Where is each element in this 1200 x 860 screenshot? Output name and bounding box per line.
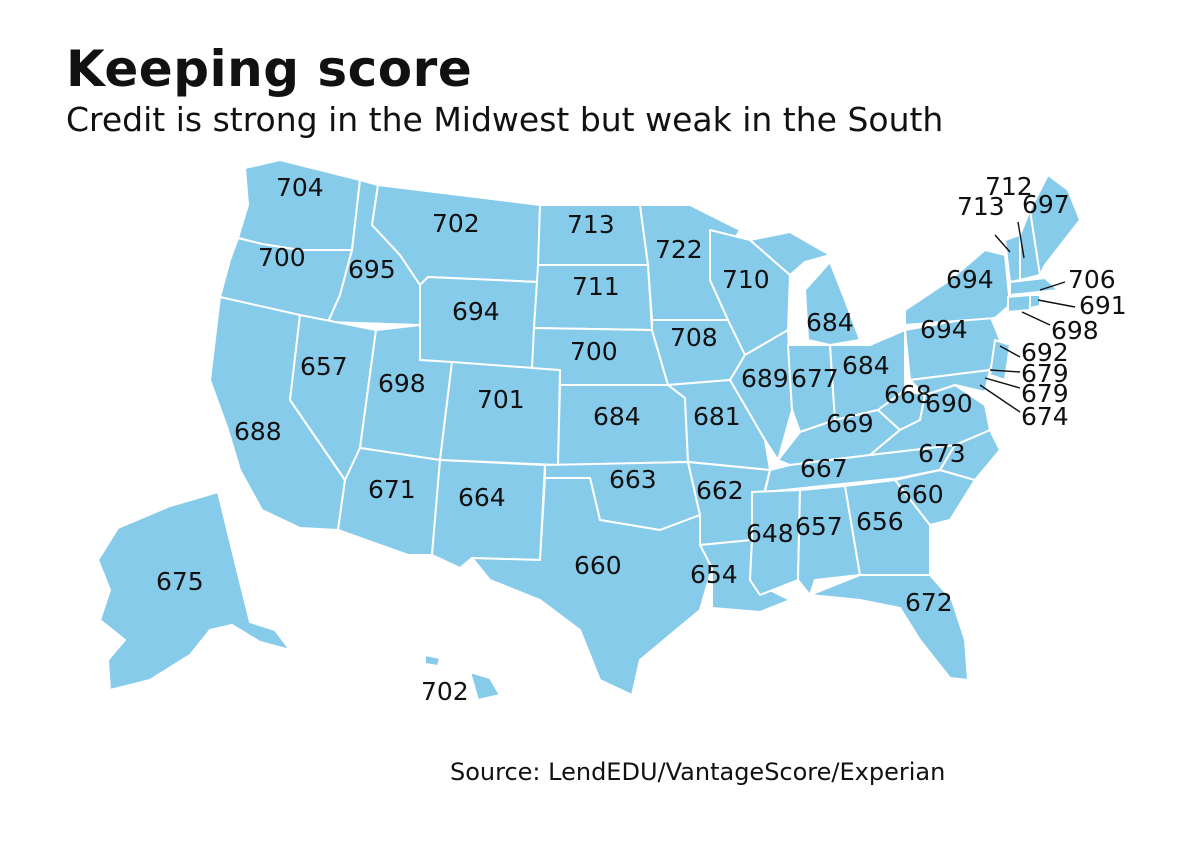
- state-hi-small: [424, 654, 441, 667]
- score-mn: 722: [655, 235, 703, 264]
- state-nc: [899, 429, 1001, 481]
- score-nc: 673: [918, 439, 966, 468]
- page-subtitle: Credit is strong in the Midwest but weak…: [66, 100, 944, 139]
- score-in: 677: [791, 364, 839, 393]
- score-mt: 702: [432, 209, 480, 238]
- state-nm: [431, 459, 546, 569]
- score-va: 690: [925, 389, 973, 418]
- state-ma: [1009, 277, 1059, 296]
- score-ia: 708: [670, 323, 718, 352]
- score-al: 657: [795, 512, 843, 541]
- score-ok: 663: [609, 465, 657, 494]
- leader-lines: [979, 221, 1076, 413]
- page-title: Keeping score: [66, 40, 473, 98]
- score-ar: 662: [696, 476, 744, 505]
- score-me: 697: [1022, 190, 1070, 219]
- score-ca: 688: [234, 417, 282, 446]
- score-labels: 704 700 695 702 713 722 710 711 694 700 …: [156, 172, 1127, 706]
- score-tx: 660: [574, 551, 622, 580]
- score-ks: 684: [593, 402, 641, 431]
- score-wv: 668: [884, 380, 932, 409]
- state-ny: [904, 249, 1011, 326]
- score-vt: 713: [957, 192, 1005, 221]
- score-co: 701: [477, 385, 525, 414]
- state-va: [869, 384, 991, 456]
- score-wi: 710: [722, 265, 770, 294]
- score-nj: 692: [1021, 338, 1069, 367]
- score-sd: 711: [572, 272, 620, 301]
- state-ak: [97, 491, 291, 691]
- score-ak: 675: [156, 567, 204, 596]
- state-mi: [804, 261, 861, 346]
- state-hi: [469, 671, 501, 701]
- score-or: 700: [258, 243, 306, 272]
- score-ma: 706: [1068, 265, 1116, 294]
- score-ne: 700: [570, 337, 618, 366]
- score-tn: 667: [800, 454, 848, 483]
- state-md: [909, 369, 991, 396]
- score-nm: 664: [458, 483, 506, 512]
- score-mo: 681: [693, 402, 741, 431]
- score-il: 689: [741, 364, 789, 393]
- score-ga: 656: [856, 507, 904, 536]
- score-sc: 660: [896, 480, 944, 509]
- score-ms: 648: [746, 519, 794, 548]
- state-shapes: [97, 159, 1081, 701]
- state-tx: [471, 477, 713, 696]
- score-md: 679: [1021, 379, 1069, 408]
- score-fl: 672: [905, 588, 953, 617]
- score-wa: 704: [276, 173, 324, 202]
- score-la: 654: [690, 560, 738, 589]
- score-hi: 702: [421, 677, 469, 706]
- state-ga: [844, 479, 931, 576]
- source-note: Source: LendEDU/VantageScore/Experian: [450, 758, 946, 786]
- score-ut: 698: [378, 369, 426, 398]
- score-ri: 691: [1079, 291, 1127, 320]
- score-oh: 684: [842, 351, 890, 380]
- score-pa: 694: [920, 315, 968, 344]
- score-dc: 674: [1021, 402, 1069, 431]
- score-ny: 694: [946, 265, 994, 294]
- state-fl: [809, 574, 969, 681]
- score-ky: 669: [826, 409, 874, 438]
- score-az: 671: [368, 475, 416, 504]
- score-wy: 694: [452, 297, 500, 326]
- state-mi-upper: [749, 231, 831, 276]
- score-id: 695: [348, 255, 396, 284]
- score-mi: 684: [806, 308, 854, 337]
- score-nv: 657: [300, 352, 348, 381]
- state-me: [1029, 174, 1081, 276]
- score-nh: 712: [985, 172, 1033, 201]
- score-nd: 713: [567, 210, 615, 239]
- state-ri: [1029, 294, 1041, 309]
- score-de: 679: [1021, 359, 1069, 388]
- state-ct: [1007, 294, 1031, 313]
- score-ct: 698: [1051, 316, 1099, 345]
